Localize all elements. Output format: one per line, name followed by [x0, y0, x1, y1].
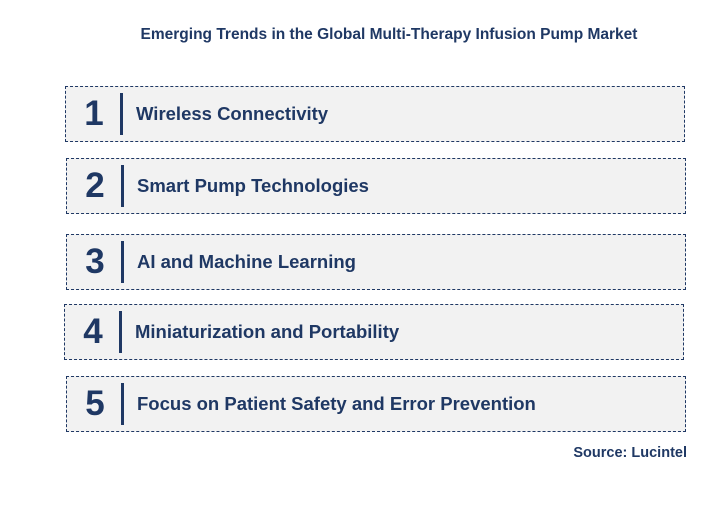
- trend-item-4: 4 Miniaturization and Portability: [64, 304, 684, 360]
- trend-label: Wireless Connectivity: [136, 103, 329, 124]
- trend-item-2: 2 Smart Pump Technologies: [66, 158, 686, 214]
- trend-divider: [121, 165, 124, 207]
- trend-number: 2: [85, 166, 105, 205]
- trend-label: AI and Machine Learning: [137, 251, 356, 272]
- source-credit: Source: Lucintel: [573, 445, 687, 461]
- trend-divider: [121, 241, 124, 283]
- trend-label: Smart Pump Technologies: [137, 175, 369, 196]
- diagram-title: Emerging Trends in the Global Multi-Ther…: [140, 26, 638, 43]
- trend-number: 5: [85, 384, 105, 423]
- trend-item-3: 3 AI and Machine Learning: [66, 234, 686, 290]
- trend-number: 1: [84, 94, 104, 133]
- trend-item-1: 1 Wireless Connectivity: [65, 86, 685, 142]
- trend-number: 3: [85, 242, 105, 281]
- trend-item-5: 5 Focus on Patient Safety and Error Prev…: [66, 376, 686, 432]
- trend-label: Miniaturization and Portability: [135, 321, 400, 342]
- trend-label: Focus on Patient Safety and Error Preven…: [137, 393, 536, 414]
- trend-divider: [120, 93, 123, 135]
- trend-number: 4: [83, 312, 103, 351]
- trend-divider: [119, 311, 122, 353]
- trend-divider: [121, 383, 124, 425]
